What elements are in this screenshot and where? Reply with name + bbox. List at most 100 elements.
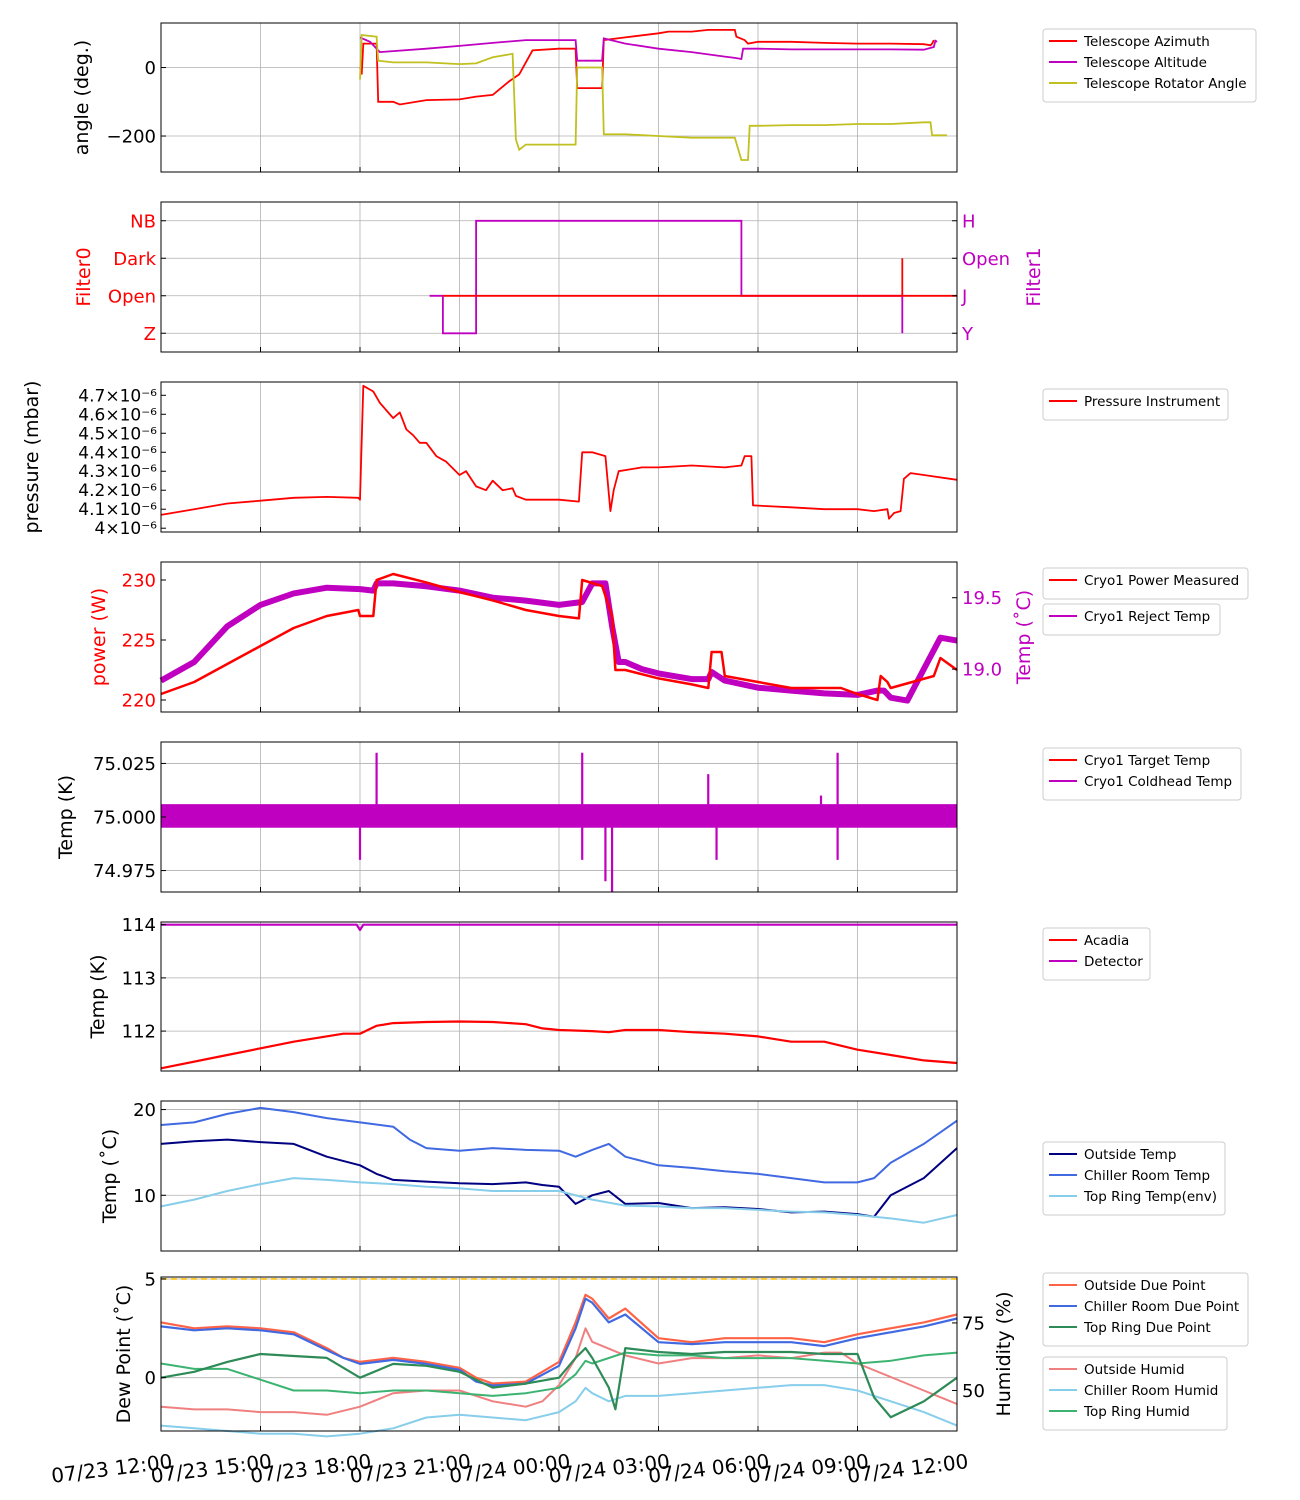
y-tick-label-right: H <box>962 211 976 232</box>
panel-environment-temps: 20 10 Temp (˚C) Outside Temp Chiller Room Te… <box>99 1100 1226 1252</box>
legend-box <box>1042 388 1229 421</box>
series-line-dewpoint <box>160 1293 958 1385</box>
series-line-filter1 <box>429 219 904 335</box>
panel-acadia-detector: 114 113 112 Temp (K) Acadia Detector <box>87 915 1151 1072</box>
y-axis-label-left: Dew Point (˚C) <box>113 1285 135 1424</box>
y-tick-label-right: 50 <box>962 1381 985 1402</box>
panel-cryo-temps: 75.025 75.000 74.975 Temp (K) Cryo1 Target T… <box>55 741 1242 893</box>
series-line <box>161 923 957 932</box>
y-tick-label: 5 <box>145 1269 156 1290</box>
y-tick-label-right: Y <box>961 324 974 345</box>
y-axis-label: Temp (˚C) <box>99 1129 121 1224</box>
series-line <box>160 1106 958 1184</box>
y-tick-label: 20 <box>133 1100 156 1121</box>
y-tick-label: 74.975 <box>93 861 156 882</box>
legend-label: Chiller Room Humid <box>1084 1383 1218 1399</box>
y-axis-label: Temp (K) <box>87 955 109 1040</box>
series-line <box>160 1177 958 1224</box>
legend-label: Pressure Instrument <box>1084 394 1220 410</box>
series-line-humidity <box>160 1351 958 1397</box>
y-tick-label: 4.7×10⁻⁶ <box>78 386 157 406</box>
legend-box <box>1042 747 1242 801</box>
legend-label: Telescope Altitude <box>1083 55 1207 71</box>
legend-label: Outside Due Point <box>1084 1278 1206 1294</box>
y-tick-label-right: Open <box>962 249 1010 270</box>
axes-frame <box>160 381 958 533</box>
legend-label: Acadia <box>1084 933 1129 949</box>
panel-filters: NB Dark Open Z H Open JY Filter0 Filter1 <box>73 201 1045 353</box>
y-tick-label: NB <box>130 211 156 232</box>
y-tick-label: Dark <box>113 249 156 270</box>
y-axis-label: angle (deg.) <box>71 40 93 155</box>
legend-label: Telescope Azimuth <box>1083 34 1210 50</box>
legend-box <box>1042 567 1249 600</box>
legend-label: Detector <box>1084 954 1143 970</box>
axes-frame <box>160 921 958 1072</box>
legend-label: Chiller Room Due Point <box>1084 1299 1239 1315</box>
panel-telescope-angles: 0 −200 angle (deg.) Telescope Azimuth Telesc… <box>71 22 1257 173</box>
y-tick-label: 4.3×10⁻⁶ <box>78 462 157 482</box>
y-tick-label: 4.2×10⁻⁶ <box>78 481 157 501</box>
y-tick-label: 113 <box>122 968 156 989</box>
series-line <box>160 1020 958 1070</box>
legend-label: Outside Temp <box>1084 1147 1176 1163</box>
y-tick-label-right: 75 <box>962 1313 985 1334</box>
series-line-dewpoint <box>160 1297 958 1387</box>
legend-box <box>1042 603 1221 636</box>
series-line-reject-temp <box>159 580 958 704</box>
y-tick-label: 230 <box>122 571 156 592</box>
y-axis-label-right: Humidity (%) <box>993 1291 1015 1416</box>
legend-box <box>1042 1272 1249 1347</box>
legend-label: Telescope Rotator Angle <box>1083 76 1247 92</box>
y-tick-label: 75.025 <box>93 754 156 775</box>
axes-frame <box>160 22 958 173</box>
y-tick-label: 0 <box>145 1368 156 1389</box>
series-line <box>160 384 958 520</box>
series-line <box>359 33 947 161</box>
panel-cryo-power: 220 225 230 19.0 19.5 power (W) Temp (˚C) Cryo1… <box>88 561 1249 713</box>
legend-label: Chiller Room Temp <box>1084 1168 1210 1184</box>
series-line-power <box>160 572 958 702</box>
legend-label: Cryo1 Power Measured <box>1084 573 1239 589</box>
y-tick-label: 112 <box>122 1022 156 1043</box>
axes-frame <box>160 1100 958 1252</box>
series-line <box>359 36 938 62</box>
y-tick-label: 220 <box>122 691 156 712</box>
y-tick-label: 4.4×10⁻⁶ <box>78 443 157 463</box>
legend-label: Top Ring Due Point <box>1083 1320 1211 1336</box>
panel-pressure: 4.7×10⁻⁶4.6×10⁻⁶4.5×10⁻⁶4.4×10⁻⁶4.3×10⁻⁶… <box>21 381 1229 539</box>
y-tick-label: 114 <box>122 915 156 936</box>
y-tick-label: 0 <box>145 58 156 79</box>
legend-label: Outside Humid <box>1084 1362 1185 1378</box>
y-tick-label: 225 <box>122 631 156 652</box>
y-tick-label: 4.6×10⁻⁶ <box>78 405 157 425</box>
y-axis-label-left: power (W) <box>88 588 110 686</box>
y-tick-label: −200 <box>107 127 156 148</box>
y-tick-label: 4.5×10⁻⁶ <box>78 424 157 444</box>
y-tick-label: 4.1×10⁻⁶ <box>78 500 157 520</box>
y-axis-label: pressure (mbar) <box>21 381 43 534</box>
legend-box <box>1042 1141 1226 1216</box>
series-line-humidity <box>160 1384 958 1438</box>
legend-label: Cryo1 Target Temp <box>1084 753 1210 769</box>
y-tick-label: Open <box>108 286 156 307</box>
series-line <box>359 28 935 106</box>
series-line-dewpoint <box>160 1346 958 1419</box>
y-axis-label-left: Filter0 <box>73 247 95 306</box>
legend-box <box>1042 1356 1228 1431</box>
y-tick-label: 75.000 <box>93 808 156 829</box>
legend-label: Top Ring Temp(env) <box>1083 1189 1217 1205</box>
legend-label: Cryo1 Reject Temp <box>1084 609 1210 625</box>
y-tick-label: Z <box>144 324 156 345</box>
y-tick-label-right: 19.5 <box>962 588 1002 609</box>
y-axis-label-right: Filter1 <box>1023 247 1045 306</box>
y-axis-label-right: Temp (˚C) <box>1013 590 1035 685</box>
legend-label: Cryo1 Coldhead Temp <box>1084 774 1232 790</box>
axes-frame <box>160 1276 958 1432</box>
y-tick-label-right: J <box>961 286 967 307</box>
legend-box <box>1042 28 1257 103</box>
y-tick-label: 4×10⁻⁶ <box>95 519 158 539</box>
